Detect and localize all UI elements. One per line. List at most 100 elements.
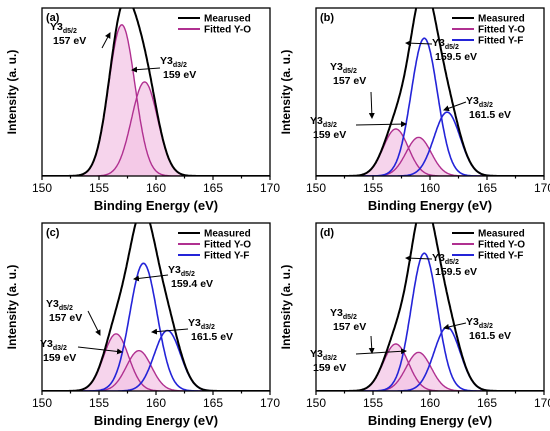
fitted-yf-curve (316, 326, 544, 391)
annotation-energy: 159.4 eV (171, 278, 213, 290)
annotation-main: Y3 (466, 316, 479, 328)
fitted-yf-curve (316, 252, 544, 391)
yo-peak-fill (42, 350, 270, 391)
annotation-arrow (368, 335, 375, 354)
annotation-label: Y3d3/2 (310, 115, 337, 129)
annotation-subscript: d5/2 (445, 44, 459, 51)
panel-label: (d) (320, 227, 334, 239)
annotation-main: Y3 (310, 348, 323, 360)
annotation-subscript: d3/2 (173, 62, 187, 69)
annotation-subscript: d3/2 (479, 323, 493, 330)
y-axis-title: Intensity (a. u.) (279, 265, 293, 350)
annotation-label: Y3d5/2 (330, 61, 357, 75)
annotation-label: Y3d3/2 (466, 316, 493, 330)
annotation-arrow (355, 121, 407, 128)
measured-curve (42, 223, 270, 391)
annotation-label: Y3d5/2 (46, 298, 73, 312)
annotation-main: Y3 (466, 95, 479, 107)
y-axis-title: Intensity (a. u.) (279, 50, 293, 135)
annotation-subscript: d5/2 (63, 28, 77, 35)
annotation-label: Y3d3/2 (466, 95, 493, 109)
annotation-energy: 159.5 eV (435, 266, 477, 278)
x-tick-label: 170 (260, 396, 280, 410)
annotation-arrow (443, 322, 467, 330)
panel-a: 150 155 160 165 170 Binding Energy (eV) Intens… (5, 7, 280, 213)
annotation-label: Y3d5/2 (432, 252, 459, 266)
x-tick-label: 165 (203, 396, 223, 410)
annotation-main: Y3 (168, 264, 181, 276)
x-tick-label: 150 (32, 396, 52, 410)
annotation-subscript: d5/2 (343, 314, 357, 321)
x-tick-label: 170 (534, 396, 550, 410)
fitted-yf-curve (316, 111, 544, 176)
x-tick-label: 160 (146, 396, 166, 410)
annotation-arrow (355, 348, 407, 355)
panel-label: (b) (320, 12, 334, 24)
annotation-energy: 157 eV (333, 75, 366, 87)
x-tick-label: 150 (32, 181, 52, 195)
annotation-arrow (368, 91, 375, 119)
annotation-main: Y3 (160, 55, 173, 67)
annotation-energy: 161.5 eV (469, 330, 511, 342)
annotation-energy: 159 eV (163, 69, 196, 81)
annotation-label: Y3d5/2 (168, 264, 195, 278)
x-axis-title: Binding Energy (eV) (368, 413, 492, 428)
x-tick-label: 160 (146, 181, 166, 195)
annotation-label: Y3d5/2 (432, 37, 459, 51)
annotation-label: Y3d3/2 (310, 348, 337, 362)
yo-peak-fill (42, 333, 270, 391)
fitted-yo-curve (42, 350, 270, 391)
annotation-arrow (131, 66, 161, 73)
panel-c: 150 155 160 165 170 Binding Energy (eV) Intens… (5, 222, 280, 428)
annotation-label: Y3d3/2 (160, 55, 187, 69)
annotation-subscript: d3/2 (323, 122, 337, 129)
x-tick-label: 165 (477, 396, 497, 410)
annotation-main: Y3 (330, 61, 343, 73)
yo-peak-fill (316, 352, 544, 391)
annotation-main: Y3 (46, 298, 59, 310)
panel-label: (a) (46, 12, 60, 24)
annotation-subscript: d3/2 (53, 345, 67, 352)
annotation-main: Y3 (40, 338, 53, 350)
annotation-energy: 159 eV (313, 362, 346, 374)
annotation-arrow (405, 255, 433, 262)
annotation-main: Y3 (310, 115, 323, 127)
annotation-subscript: d3/2 (479, 102, 493, 109)
legend-label: Fitted Y-F (204, 251, 249, 262)
x-tick-label: 165 (203, 181, 223, 195)
annotation-energy: 157 eV (333, 321, 366, 333)
annotation-main: Y3 (432, 37, 445, 49)
measured-curve (42, 8, 270, 176)
x-tick-label: 170 (260, 181, 280, 195)
x-axis-title: Binding Energy (eV) (368, 198, 492, 213)
annotation-arrow (405, 40, 433, 47)
legend-label: Fitted Y-O (204, 240, 251, 251)
fitted-yf-curve (316, 37, 544, 176)
annotation-subscript: d5/2 (181, 271, 195, 278)
annotation-subscript: d3/2 (323, 355, 337, 362)
fitted-yf-curve (42, 329, 270, 391)
annotation-arrow (151, 328, 189, 335)
annotation-energy: 159 eV (313, 129, 346, 141)
x-tick-label: 155 (363, 396, 383, 410)
panel-label: (c) (46, 227, 60, 239)
x-tick-label: 165 (477, 181, 497, 195)
plot-area (42, 8, 270, 176)
x-tick-label: 155 (89, 181, 109, 195)
annotation-main: Y3 (330, 307, 343, 319)
x-tick-label: 170 (534, 181, 550, 195)
annotation-energy: 161.5 eV (469, 109, 511, 121)
legend-label: Fitted Y-O (478, 25, 525, 36)
annotation-subscript: d3/2 (201, 324, 215, 331)
annotation-subscript: d5/2 (445, 259, 459, 266)
legend-label: Fitted Y-O (478, 240, 525, 251)
panel-d: 150 155 160 165 170 Binding Energy (eV) Intens… (279, 222, 550, 428)
x-tick-label: 150 (306, 181, 326, 195)
legend-label: Measured (204, 229, 251, 240)
legend-label: Measured (478, 229, 525, 240)
x-tick-label: 155 (89, 396, 109, 410)
annotation-arrow (87, 310, 101, 336)
annotation-arrow (101, 32, 111, 49)
annotation-subscript: d5/2 (59, 305, 73, 312)
